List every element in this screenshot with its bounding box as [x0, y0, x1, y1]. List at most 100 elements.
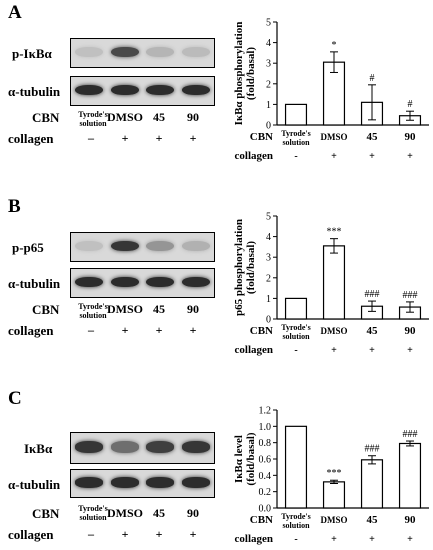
collagen-label-b: collagen	[8, 323, 54, 338]
blot-label-ikba: IκBα	[24, 441, 53, 456]
lane-tyrode-c: Tyrode's solution	[78, 504, 108, 522]
y-axis-label: p65 phosphorylation(fold/basal)	[233, 219, 257, 316]
collagen-sign-a-3: +	[189, 131, 197, 145]
blot-band	[182, 240, 211, 252]
x-tick-label: DMSO	[321, 515, 348, 525]
collagen-sign: +	[369, 534, 375, 545]
y-tick-label: 0.4	[259, 471, 272, 482]
lane-45-c: 45	[153, 506, 165, 520]
collagen-row-label: collagen	[235, 344, 274, 356]
collagen-label-c: collagen	[8, 527, 54, 542]
collagen-sign: -	[294, 534, 297, 545]
y-tick-label: 0.6	[259, 455, 272, 466]
y-tick-label: 3	[266, 253, 271, 264]
blot-band	[146, 441, 175, 453]
collagen-sign-a-1: +	[121, 131, 129, 145]
blot-band	[110, 84, 139, 96]
y-tick-label: 0.2	[259, 487, 272, 498]
cbn-label-c: CBN	[32, 506, 60, 521]
x-tick-label: Tyrode's	[281, 129, 310, 138]
x-tick-label: 45	[367, 131, 379, 143]
collagen-sign-b-1: +	[121, 323, 129, 337]
y-tick-label: 4	[266, 38, 271, 49]
collagen-row-label: collagen	[235, 150, 274, 162]
blot-band	[182, 84, 211, 96]
blot-ikba	[70, 432, 215, 464]
blot-label-tubulin-c: α-tubulin	[8, 477, 61, 492]
y-tick-label: 0	[266, 121, 271, 132]
x-tick-label: Tyrode's	[281, 323, 310, 332]
significance-label: ###	[403, 290, 418, 301]
lane-90-c: 90	[187, 506, 199, 520]
lane-dmso-a: DMSO	[107, 110, 143, 124]
collagen-sign: +	[407, 345, 413, 356]
y-tick-label: 3	[266, 59, 271, 70]
significance-label: #	[408, 99, 413, 110]
blot-band	[74, 46, 103, 58]
y-tick-label: 5	[266, 18, 271, 29]
significance-label: ###	[365, 289, 380, 300]
blot-p-ikba	[70, 38, 215, 68]
collagen-sign-a-0: –	[88, 131, 94, 145]
bar	[360, 459, 384, 509]
blot-band	[110, 46, 139, 58]
cbn-row-label: CBN	[250, 325, 273, 337]
x-tick-label: solution	[282, 332, 310, 341]
significance-label: ***	[327, 468, 342, 479]
panel-letter-a: A	[8, 2, 22, 23]
significance-label: *	[332, 40, 337, 51]
blot-band	[146, 276, 175, 288]
y-tick-label: 1	[266, 100, 271, 111]
lane-dmso-b: DMSO	[107, 302, 143, 316]
collagen-sign-b-2: +	[155, 323, 163, 337]
blot-label-p-p65: p-p65	[12, 240, 44, 255]
x-tick-label: 45	[367, 325, 379, 337]
lane-dmso-c: DMSO	[107, 506, 143, 520]
collagen-sign-c-1: +	[121, 527, 129, 541]
x-tick-label: 45	[367, 514, 379, 526]
blot-band	[182, 46, 211, 58]
cbn-label-b: CBN	[32, 302, 60, 317]
blot-label-tubulin-a: α-tubulin	[8, 84, 61, 99]
bar	[284, 297, 308, 320]
collagen-sign-c-3: +	[189, 527, 197, 541]
y-tick-label: 2	[266, 273, 271, 284]
collagen-sign: +	[331, 345, 337, 356]
collagen-sign: +	[369, 345, 375, 356]
cbn-row-label: CBN	[250, 131, 273, 143]
blot-band	[146, 84, 175, 96]
collagen-sign: -	[294, 345, 297, 356]
x-tick-label: DMSO	[321, 132, 348, 142]
y-tick-label: 0.0	[259, 504, 272, 515]
x-tick-label: 90	[405, 325, 417, 337]
blot-label-tubulin-b: α-tubulin	[8, 276, 61, 291]
collagen-sign: +	[407, 151, 413, 162]
collagen-sign-a-2: +	[155, 131, 163, 145]
collagen-sign-c-2: +	[155, 527, 163, 541]
bar	[284, 425, 308, 509]
blot-band	[110, 477, 139, 488]
collagen-sign: +	[331, 534, 337, 545]
lane-45-a: 45	[153, 110, 165, 124]
blot-tubulin-b	[70, 268, 215, 298]
x-tick-label: solution	[282, 521, 310, 530]
collagen-row-label: collagen	[235, 533, 274, 545]
collagen-sign-b-0: –	[88, 323, 94, 337]
significance-label: ###	[365, 444, 380, 455]
collagen-sign-c-0: –	[88, 527, 94, 541]
blot-band	[182, 276, 211, 288]
bar	[322, 481, 346, 509]
blot-p-p65	[70, 232, 215, 262]
blot-band	[110, 441, 139, 453]
blot-band	[74, 240, 103, 252]
collagen-sign: -	[294, 151, 297, 162]
collagen-sign-b-3: +	[189, 323, 197, 337]
blot-band	[74, 276, 103, 288]
x-tick-label: 90	[405, 514, 417, 526]
blot-band	[182, 441, 211, 453]
bar	[398, 442, 422, 509]
y-tick-label: 1.2	[259, 406, 272, 417]
lane-45-b: 45	[153, 302, 165, 316]
